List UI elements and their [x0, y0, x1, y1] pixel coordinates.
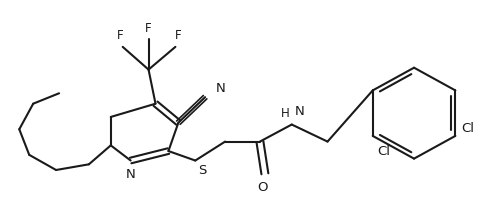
Text: F: F	[117, 29, 123, 42]
Text: Cl: Cl	[462, 122, 474, 135]
Text: N: N	[216, 82, 226, 95]
Text: F: F	[175, 29, 182, 42]
Text: F: F	[145, 21, 152, 34]
Text: S: S	[198, 164, 207, 177]
Text: O: O	[258, 181, 268, 194]
Text: Cl: Cl	[378, 145, 391, 158]
Text: N: N	[294, 105, 304, 118]
Text: N: N	[126, 168, 136, 181]
Text: H: H	[281, 107, 290, 120]
